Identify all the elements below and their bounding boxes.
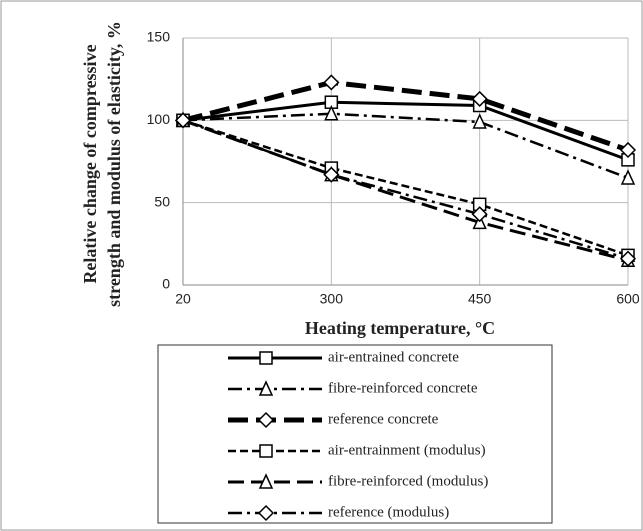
x-tick-label: 450 xyxy=(468,291,492,307)
legend-label: air-entrained concrete xyxy=(328,349,459,365)
x-axis-label: Heating temperature, °C xyxy=(305,318,495,338)
y-tick-label: 0 xyxy=(162,276,170,292)
marker xyxy=(258,473,274,489)
marker xyxy=(323,166,340,183)
legend xyxy=(157,344,553,524)
y-tick-label: 50 xyxy=(154,193,170,209)
marker xyxy=(257,504,275,522)
x-tick-label: 600 xyxy=(616,291,640,307)
legend-label: reference concrete xyxy=(328,411,439,427)
legend-label: fibre-reinforced concrete xyxy=(328,380,478,396)
marker xyxy=(258,380,274,396)
series-line xyxy=(182,100,629,162)
x-tick-label: 20 xyxy=(175,291,191,307)
series-line xyxy=(182,119,629,260)
y-axis-label: Relative change of compressive xyxy=(80,44,100,283)
marker xyxy=(471,90,488,107)
series-line xyxy=(182,112,629,180)
marker xyxy=(259,444,273,458)
x-tick-label: 300 xyxy=(320,291,344,307)
marker xyxy=(259,351,273,365)
marker xyxy=(323,74,340,91)
series-line xyxy=(182,79,629,153)
y-axis-label: strength and modulus of elasticity, % xyxy=(104,21,124,307)
marker xyxy=(257,411,275,429)
marker xyxy=(471,206,488,223)
y-tick-label: 100 xyxy=(147,111,171,127)
legend-label: fibre-reinforced (modulus) xyxy=(328,473,488,489)
marker xyxy=(619,250,637,267)
marker xyxy=(620,169,636,185)
legend-label: reference (modulus) xyxy=(328,504,449,520)
y-tick-label: 150 xyxy=(147,29,171,45)
marker xyxy=(619,141,637,159)
legend-label: air-entrainment (modulus) xyxy=(328,442,486,458)
series-line xyxy=(182,118,629,262)
marker xyxy=(324,104,339,121)
series-line xyxy=(182,119,629,257)
marker xyxy=(472,113,487,129)
marker xyxy=(174,112,192,129)
